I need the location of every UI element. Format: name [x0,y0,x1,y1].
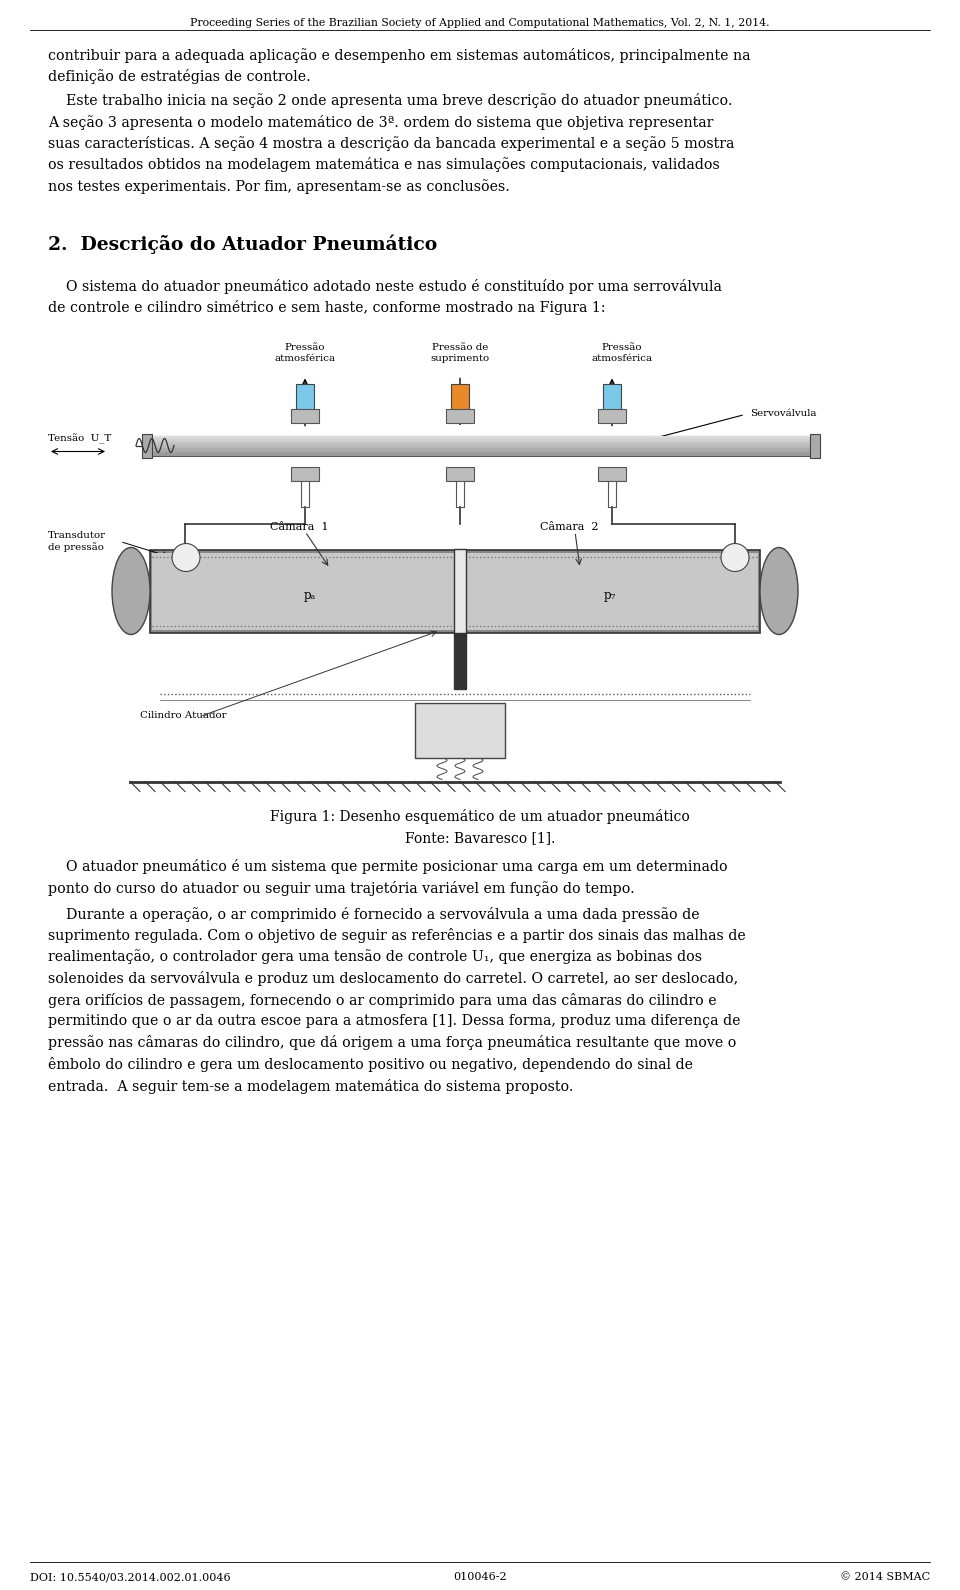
Bar [454,549,466,633]
Bar [150,436,810,455]
Text: Pressão de
suprimento: Pressão de suprimento [430,343,490,363]
Text: Este trabalho inicia na seção 2 onde apresenta uma breve descrição do atuador pn: Este trabalho inicia na seção 2 onde apr… [48,92,732,108]
Text: Transdutor
de pressão: Transdutor de pressão [48,531,106,552]
Text: suas características. A seção 4 mostra a descrição da bancada experimental e a s: suas características. A seção 4 mostra a… [48,137,734,151]
Bar [150,436,810,437]
Text: Pressão
atmosférica: Pressão atmosférica [275,343,336,363]
Text: pressão nas câmaras do cilindro, que dá origem a uma força pneumática resultante: pressão nas câmaras do cilindro, que dá … [48,1035,736,1051]
Bar [451,383,469,413]
Bar [415,703,505,757]
Text: Câmara  2: Câmara 2 [540,522,598,531]
Bar [142,434,152,458]
Bar [152,552,758,630]
Text: Durante a operação, o ar comprimido é fornecido a servoválvula a uma dada pressã: Durante a operação, o ar comprimido é fo… [48,906,700,922]
Bar [603,383,621,413]
Bar [150,440,810,444]
Text: Massa
acoplada: Massa acoplada [436,720,485,743]
Text: DOI: 10.5540/03.2014.002.01.0046: DOI: 10.5540/03.2014.002.01.0046 [30,1573,230,1582]
Bar [150,444,810,445]
Text: entrada.  A seguir tem-se a modelagem matemática do sistema proposto.: entrada. A seguir tem-se a modelagem mat… [48,1078,573,1094]
Text: Servoválvula: Servoválvula [750,409,817,418]
Ellipse shape [760,547,798,634]
Text: Câmara  1: Câmara 1 [270,522,328,531]
Text: Pressão
atmosférica: Pressão atmosférica [591,343,653,363]
Bar [810,434,820,458]
Bar [454,633,466,688]
Text: A seção 3 apresenta o modelo matemático de 3ª. ordem do sistema que objetiva rep: A seção 3 apresenta o modelo matemático … [48,114,713,129]
Circle shape [721,544,749,571]
Bar [291,466,319,480]
Text: realimentação, o controlador gera uma tensão de controle U₁, que energiza as bob: realimentação, o controlador gera uma te… [48,949,702,965]
Bar [296,383,314,413]
Text: © 2014 SBMAC: © 2014 SBMAC [840,1573,930,1582]
Bar [598,409,626,423]
Bar [291,409,319,423]
Text: 2.  Descrição do Atuador Pneumático: 2. Descrição do Atuador Pneumático [48,234,437,254]
Text: Proceeding Series of the Brazilian Society of Applied and Computational Mathemat: Proceeding Series of the Brazilian Socie… [190,17,770,29]
Text: êmbolo do cilindro e gera um deslocamento positivo ou negativo, dependendo do si: êmbolo do cilindro e gera um deslocament… [48,1057,693,1072]
Text: ponto do curso do atuador ou seguir uma trajetória variável em função do tempo.: ponto do curso do atuador ou seguir uma … [48,881,635,897]
Circle shape [172,544,200,571]
Text: suprimento regulada. Com o objetivo de seguir as referências e a partir dos sina: suprimento regulada. Com o objetivo de s… [48,929,746,943]
Text: Tensão  U_T: Tensão U_T [48,434,111,444]
Text: O atuador pneumático é um sistema que permite posicionar uma carga em um determi: O atuador pneumático é um sistema que pe… [48,860,728,875]
Text: permitindo que o ar da outra escoe para a atmosfera [1]. Dessa forma, produz uma: permitindo que o ar da outra escoe para … [48,1014,740,1029]
Text: 010046-2: 010046-2 [453,1573,507,1582]
Text: solenoides da servoválvula e produz um deslocamento do carretel. O carretel, ao : solenoides da servoválvula e produz um d… [48,971,738,986]
Bar [150,445,810,448]
Bar [150,453,810,455]
Bar [446,466,474,480]
Text: gera orifícios de passagem, fornecendo o ar comprimido para uma das câmaras do c: gera orifícios de passagem, fornecendo o… [48,992,716,1008]
Ellipse shape [112,547,150,634]
Text: de controle e cilindro simétrico e sem haste, conforme mostrado na Figura 1:: de controle e cilindro simétrico e sem h… [48,301,606,315]
Text: contribuir para a adequada aplicação e desempenho em sistemas automáticos, princ: contribuir para a adequada aplicação e d… [48,48,751,64]
Text: Fonte: Bavaresco [1].: Fonte: Bavaresco [1]. [405,832,555,846]
Text: Cilindro Atuador: Cilindro Atuador [140,711,227,720]
Bar [150,437,810,440]
Bar [150,450,810,453]
Text: os resultados obtidos na modelagem matemática e nas simulações computacionais, v: os resultados obtidos na modelagem matem… [48,157,720,172]
Text: Figura 1: Desenho esquemático de um atuador pneumático: Figura 1: Desenho esquemático de um atua… [270,809,690,825]
Bar [446,409,474,423]
Text: p₇: p₇ [604,588,616,603]
Bar [150,550,760,633]
Text: nos testes experimentais. Por fim, apresentam-se as conclusões.: nos testes experimentais. Por fim, apres… [48,180,510,194]
Text: pₐ: pₐ [304,588,316,603]
Bar [598,466,626,480]
Text: O sistema do atuador pneumático adotado neste estudo é constituído por uma serro: O sistema do atuador pneumático adotado … [48,278,722,294]
Text: definição de estratégias de controle.: definição de estratégias de controle. [48,70,311,84]
Bar [150,448,810,450]
